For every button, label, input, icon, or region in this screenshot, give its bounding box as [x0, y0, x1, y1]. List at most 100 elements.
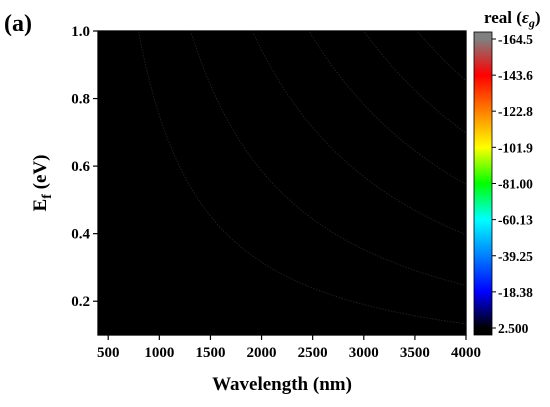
heatmap-cell [154, 79, 159, 84]
heatmap-cell [114, 159, 119, 164]
heatmap-cell [314, 35, 319, 40]
heatmap-cell [110, 187, 115, 192]
heatmap-cell [134, 155, 139, 160]
heatmap-cell [174, 311, 179, 316]
heatmap-cell [154, 143, 159, 148]
heatmap-cell [266, 59, 271, 64]
heatmap-cell [218, 59, 223, 64]
heatmap-cell [222, 51, 227, 56]
heatmap-cell [106, 243, 111, 248]
heatmap-cell [170, 167, 175, 172]
heatmap-cell [190, 163, 195, 168]
heatmap-cell [182, 287, 187, 292]
heatmap-cell [126, 79, 131, 84]
heatmap-cell [334, 187, 339, 192]
heatmap-cell [290, 299, 295, 304]
heatmap-cell [118, 199, 123, 204]
heatmap-cell [186, 195, 191, 200]
heatmap-cell [110, 83, 115, 88]
heatmap-cell [302, 167, 307, 172]
heatmap-cell [150, 119, 155, 124]
heatmap-cell [258, 191, 263, 196]
heatmap-cell [98, 227, 103, 232]
heatmap-cell [342, 231, 347, 236]
heatmap-cell [254, 307, 259, 312]
heatmap-cell [186, 243, 191, 248]
heatmap-cell [126, 239, 131, 244]
heatmap-cell [170, 171, 175, 176]
heatmap-cell [258, 239, 263, 244]
heatmap-cell [218, 63, 223, 68]
heatmap-cell [330, 283, 335, 288]
heatmap-cell [118, 183, 123, 188]
heatmap-cell [322, 155, 327, 160]
heatmap-cell [246, 295, 251, 300]
heatmap-cell [338, 323, 343, 328]
heatmap-cell [178, 155, 183, 160]
heatmap-cell [190, 279, 195, 284]
heatmap-cell [210, 175, 215, 180]
heatmap-cell [186, 171, 191, 176]
heatmap-cell [338, 135, 343, 140]
heatmap-cell [222, 167, 227, 172]
heatmap-cell [278, 223, 283, 228]
heatmap-cell [270, 227, 275, 232]
heatmap-cell [326, 119, 331, 124]
heatmap-cell [222, 39, 227, 44]
heatmap-cell [154, 255, 159, 260]
heatmap-cell [302, 303, 307, 308]
heatmap-cell [170, 243, 175, 248]
heatmap-cell [350, 43, 355, 48]
heatmap-cell [170, 307, 175, 312]
heatmap-cell [146, 319, 151, 324]
heatmap-cell [186, 263, 191, 268]
heatmap-cell [318, 299, 323, 304]
heatmap-cell [174, 251, 179, 256]
heatmap-cell [350, 163, 355, 168]
heatmap-cell [258, 175, 263, 180]
heatmap-cell [114, 227, 119, 232]
heatmap-cell [186, 155, 191, 160]
heatmap-cell [162, 299, 167, 304]
heatmap-cell [234, 219, 239, 224]
heatmap-cell [222, 95, 227, 100]
heatmap-cell [274, 211, 279, 216]
heatmap-cell [230, 59, 235, 64]
heatmap-cell [278, 135, 283, 140]
heatmap-cell [150, 111, 155, 116]
heatmap-cell [306, 255, 311, 260]
heatmap-cell [198, 255, 203, 260]
heatmap-cell [162, 95, 167, 100]
heatmap-cell [258, 39, 263, 44]
heatmap-cell [174, 195, 179, 200]
heatmap-cell [166, 51, 171, 56]
heatmap-cell [298, 91, 303, 96]
heatmap-cell [354, 211, 359, 216]
heatmap-cell [302, 263, 307, 268]
heatmap-cell [338, 239, 343, 244]
heatmap-cell [198, 307, 203, 312]
heatmap-cell [342, 199, 347, 204]
heatmap-cell [318, 179, 323, 184]
heatmap-cell [194, 247, 199, 252]
heatmap-cell [238, 319, 243, 324]
heatmap-cell [354, 199, 359, 204]
heatmap-cell [194, 307, 199, 312]
heatmap-cell [190, 223, 195, 228]
heatmap-cell [306, 31, 311, 36]
heatmap-cell [206, 171, 211, 176]
heatmap-cell [102, 119, 107, 124]
heatmap-cell [166, 187, 171, 192]
heatmap-cell [298, 163, 303, 168]
heatmap-cell [270, 319, 275, 324]
heatmap-cell [306, 207, 311, 212]
heatmap-cell [110, 75, 115, 80]
heatmap-cell [314, 207, 319, 212]
heatmap-cell [254, 211, 259, 216]
heatmap-cell [158, 247, 163, 252]
heatmap-cell [106, 311, 111, 316]
heatmap-cell [126, 215, 131, 220]
heatmap-cell [282, 207, 287, 212]
heatmap-cell [314, 55, 319, 60]
heatmap-cell [302, 307, 307, 312]
